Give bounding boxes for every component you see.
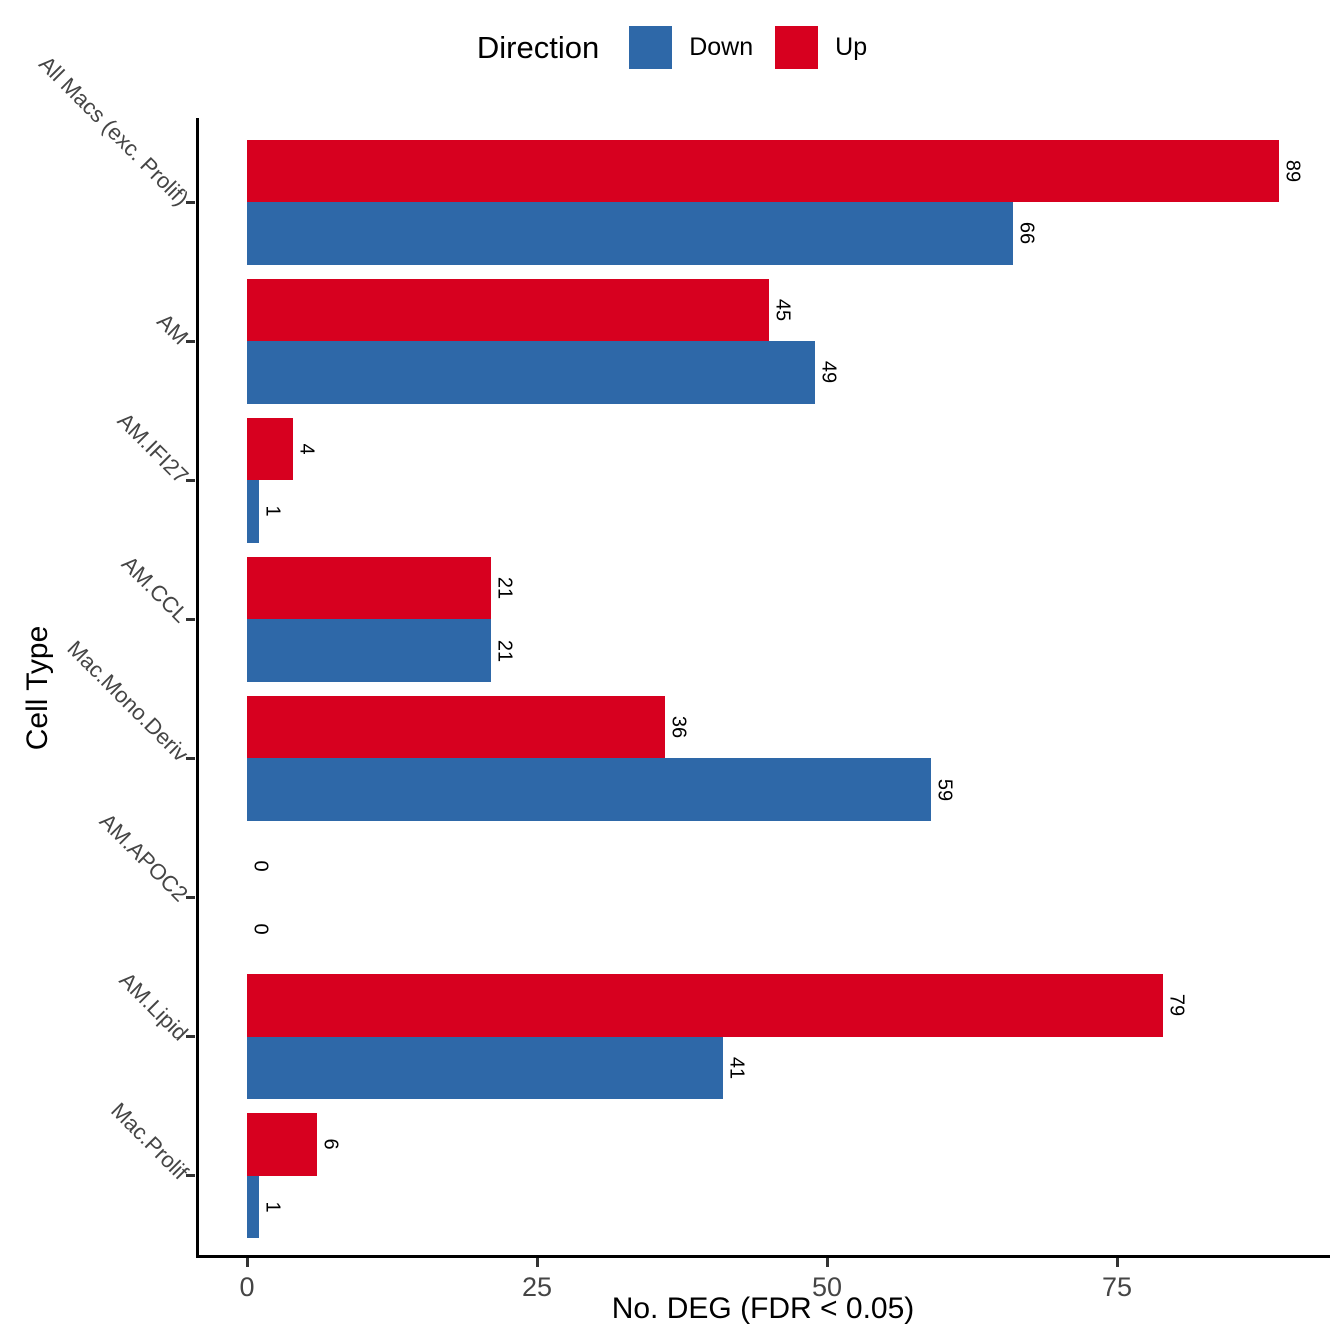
x-tick xyxy=(1115,1258,1119,1267)
bar-value-label: 0 xyxy=(249,923,272,935)
y-tick-label-text: AM xyxy=(152,308,194,350)
x-axis-title: No. DEG (FDR < 0.05) xyxy=(611,1292,915,1325)
bar-down xyxy=(247,202,1013,265)
y-axis-title: Cell Type xyxy=(21,625,54,751)
bar-value-label: 1 xyxy=(261,1201,284,1213)
y-tick xyxy=(186,339,195,343)
x-tick-label: 25 xyxy=(521,1272,553,1302)
y-tick-label-text: AM.APOC2 xyxy=(95,807,194,906)
bar-value-label: 45 xyxy=(771,298,794,321)
x-tick-label: 0 xyxy=(239,1272,255,1302)
y-tick-label-text: Mac.Prolif xyxy=(106,1097,194,1185)
legend-label-down: Down xyxy=(689,33,754,61)
bar-down xyxy=(247,1175,259,1239)
x-tick xyxy=(825,1258,829,1267)
y-tick-label-text: AM.Lipid xyxy=(114,966,194,1046)
x-tick-label: 75 xyxy=(1101,1272,1133,1302)
bar-value-label: 4 xyxy=(295,443,318,455)
x-tick-label: 50 xyxy=(811,1272,843,1302)
bar-down xyxy=(247,758,932,821)
legend: Direction Down Up xyxy=(0,26,1344,69)
plot-panel xyxy=(196,118,1330,1258)
bar-value-label: 21 xyxy=(493,639,516,662)
bar-down xyxy=(247,341,816,404)
y-tick xyxy=(186,478,195,482)
y-tick xyxy=(186,756,195,760)
legend-title: Direction xyxy=(476,29,600,65)
bar-value-label: 0 xyxy=(249,860,272,872)
bar-value-label: 6 xyxy=(319,1138,342,1150)
bar-up xyxy=(247,556,491,620)
bar-down xyxy=(247,619,491,682)
bar-value-label: 1 xyxy=(261,505,284,517)
y-tick-label-text: AM.IFI27 xyxy=(112,407,194,489)
y-tick xyxy=(186,1174,195,1178)
legend-label-up: Up xyxy=(835,33,868,61)
bar-value-label: 59 xyxy=(933,778,956,801)
bar-up xyxy=(247,278,769,342)
bar-up xyxy=(247,1113,317,1176)
bar-value-label: 66 xyxy=(1015,222,1038,245)
y-tick-label-text: All Macs (exc. Prolif) xyxy=(33,51,194,211)
legend-item-up: Up xyxy=(775,26,867,69)
bar-up xyxy=(247,417,294,481)
bar-value-label: 41 xyxy=(725,1056,748,1079)
legend-key-down-swatch xyxy=(629,26,673,69)
y-tick-label-text: Mac.Mono.Deriv xyxy=(62,635,194,767)
bar-value-label: 79 xyxy=(1165,994,1188,1017)
y-tick-label-text: AM.CCL xyxy=(116,551,194,628)
bar-value-label: 89 xyxy=(1281,159,1304,182)
bar-up xyxy=(247,139,1280,202)
y-tick xyxy=(186,1035,195,1039)
y-tick xyxy=(186,200,195,204)
y-tick xyxy=(186,896,195,899)
bar-down xyxy=(247,480,259,543)
bar-value-label: 21 xyxy=(493,576,516,600)
y-tick xyxy=(186,617,195,621)
bar-down xyxy=(247,1036,723,1100)
bar-up xyxy=(247,974,1164,1037)
bar-value-label: 49 xyxy=(817,361,840,384)
bar-value-label: 36 xyxy=(667,716,690,739)
x-tick xyxy=(245,1258,249,1267)
bar-up xyxy=(247,695,665,759)
x-tick xyxy=(535,1258,539,1267)
legend-item-down: Down xyxy=(629,26,753,69)
legend-key-up-swatch xyxy=(775,26,819,69)
